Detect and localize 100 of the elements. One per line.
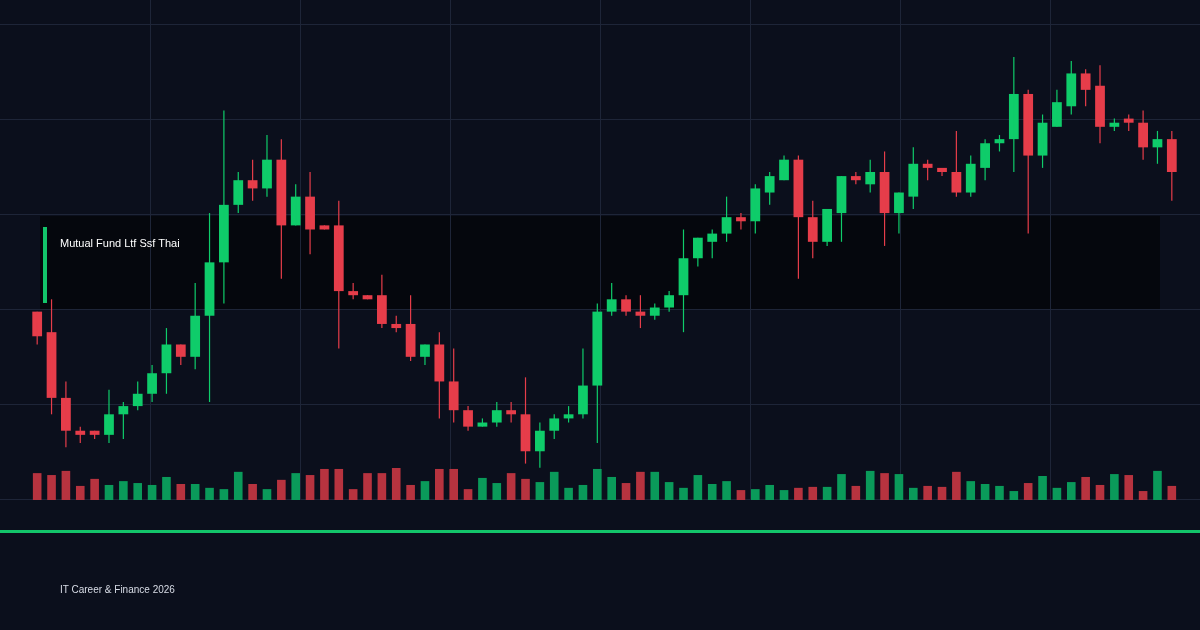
candlestick bbox=[922, 159, 933, 181]
bar bbox=[650, 471, 660, 500]
candlestick bbox=[434, 331, 445, 420]
bar bbox=[607, 476, 616, 500]
candlestick bbox=[132, 380, 143, 411]
candlestick bbox=[276, 138, 287, 280]
bar bbox=[205, 487, 214, 500]
candlestick bbox=[190, 282, 201, 370]
candlestick bbox=[1008, 56, 1019, 173]
candlestick bbox=[908, 146, 919, 210]
candlestick bbox=[951, 130, 962, 198]
candlestick bbox=[290, 183, 301, 226]
bar bbox=[751, 489, 760, 500]
bar bbox=[463, 489, 473, 500]
bar bbox=[305, 475, 315, 500]
bar bbox=[104, 484, 114, 500]
bar bbox=[334, 468, 344, 500]
bar bbox=[794, 487, 803, 500]
bar bbox=[837, 474, 846, 500]
candlestick bbox=[118, 401, 129, 440]
bar bbox=[995, 485, 1004, 500]
candlestick bbox=[32, 311, 43, 346]
bar bbox=[952, 471, 961, 500]
candlestick bbox=[233, 171, 244, 214]
bar bbox=[190, 484, 200, 500]
candlestick bbox=[247, 159, 258, 202]
bar bbox=[1052, 487, 1062, 500]
bar bbox=[578, 484, 588, 500]
bar bbox=[363, 473, 372, 500]
bar bbox=[880, 473, 889, 500]
bar bbox=[348, 489, 358, 500]
bar bbox=[549, 471, 559, 500]
bar bbox=[291, 473, 301, 500]
candlestick bbox=[1023, 89, 1034, 235]
bar bbox=[133, 483, 143, 500]
bar bbox=[736, 490, 746, 500]
bar bbox=[449, 468, 458, 500]
bar bbox=[765, 484, 774, 500]
bar bbox=[779, 490, 789, 500]
bar bbox=[707, 484, 717, 500]
bar bbox=[679, 487, 688, 500]
bar bbox=[693, 475, 703, 500]
bar bbox=[1095, 484, 1105, 500]
bar bbox=[492, 483, 502, 500]
bar bbox=[1066, 482, 1076, 500]
bar bbox=[277, 479, 286, 500]
text: Mutual Fund Ltf Ssf Thai bbox=[60, 237, 180, 249]
candlestick bbox=[707, 228, 718, 259]
bar bbox=[1023, 483, 1033, 500]
bar bbox=[664, 482, 674, 500]
bar bbox=[1081, 476, 1090, 500]
bar bbox=[219, 489, 229, 500]
bar bbox=[176, 484, 186, 500]
bar bbox=[1138, 491, 1148, 500]
candlestick bbox=[333, 200, 344, 350]
bar bbox=[1167, 485, 1177, 500]
bar bbox=[147, 484, 157, 500]
bar bbox=[865, 470, 875, 500]
candlestick bbox=[1166, 130, 1177, 202]
candlestick bbox=[1066, 60, 1077, 116]
bar bbox=[937, 486, 947, 500]
bar bbox=[119, 481, 128, 500]
candlestick bbox=[750, 183, 761, 235]
bar bbox=[564, 487, 573, 500]
candlestick bbox=[175, 343, 186, 366]
bar bbox=[377, 473, 387, 500]
bar bbox=[636, 471, 645, 500]
bar bbox=[248, 484, 257, 500]
candlestick bbox=[549, 413, 560, 440]
bar bbox=[90, 478, 99, 500]
bar bbox=[420, 481, 430, 500]
bar bbox=[61, 470, 71, 500]
candlestick bbox=[491, 401, 502, 428]
candlestick bbox=[592, 302, 603, 444]
bar bbox=[32, 473, 42, 500]
bar bbox=[851, 485, 861, 500]
bar bbox=[1153, 470, 1162, 500]
candlestick bbox=[606, 282, 617, 317]
bar bbox=[1038, 476, 1047, 500]
bar bbox=[894, 474, 904, 500]
bar bbox=[521, 478, 530, 500]
candlestick bbox=[448, 348, 459, 424]
bar bbox=[1009, 491, 1019, 500]
bar bbox=[391, 468, 401, 500]
bar bbox=[75, 485, 85, 500]
bar bbox=[980, 484, 990, 500]
bar bbox=[320, 468, 329, 500]
bar bbox=[233, 471, 243, 500]
bar bbox=[47, 475, 56, 500]
candlestick bbox=[1080, 68, 1091, 107]
text: IT Career & Finance 2026 bbox=[60, 584, 175, 595]
candlestick bbox=[965, 154, 976, 198]
bar bbox=[406, 484, 415, 500]
bar bbox=[621, 483, 631, 500]
bar bbox=[162, 476, 171, 500]
candlestick bbox=[764, 171, 775, 206]
bar bbox=[435, 468, 444, 500]
bar bbox=[1124, 475, 1134, 500]
bar bbox=[966, 481, 976, 500]
bar bbox=[1110, 474, 1119, 500]
